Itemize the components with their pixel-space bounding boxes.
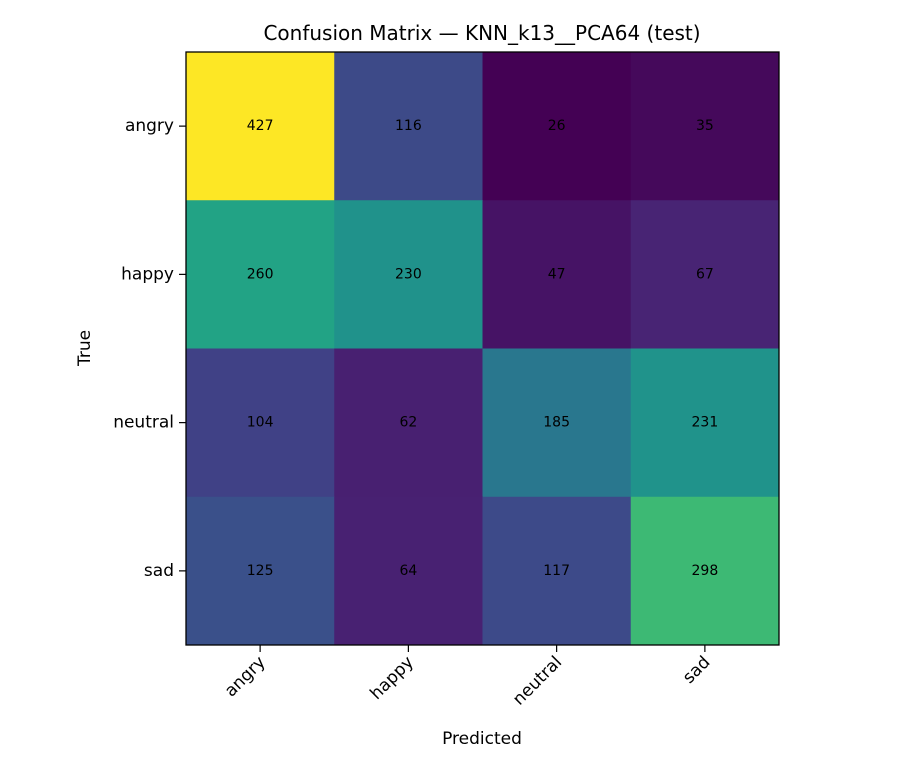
y-axis-label: True — [75, 330, 95, 367]
heatmap-cell — [482, 200, 632, 349]
x-tick-label: sad — [679, 652, 714, 687]
heatmap-cell — [482, 348, 632, 498]
heatmap-cell — [186, 496, 335, 646]
heatmap-cell — [630, 496, 780, 646]
heatmap-cell — [186, 348, 335, 498]
cell-value-label: 35 — [696, 118, 714, 134]
y-tick-label: happy — [121, 264, 174, 284]
heatmap-cell — [630, 348, 780, 498]
cell-value-label: 26 — [548, 118, 566, 134]
cell-value-label: 117 — [543, 563, 570, 579]
x-axis-label: Predicted — [442, 729, 522, 749]
cell-value-label: 62 — [399, 415, 417, 431]
cell-value-label: 125 — [247, 563, 274, 579]
heatmap-cell — [334, 200, 483, 349]
heatmap-cell — [630, 52, 780, 201]
x-tick-label: happy — [366, 652, 418, 704]
heatmap-cell — [482, 496, 632, 646]
cell-value-label: 47 — [548, 266, 566, 282]
heatmap-cell — [334, 496, 483, 646]
cell-value-label: 260 — [247, 266, 274, 282]
cell-value-label: 67 — [696, 266, 714, 282]
y-tick-label: neutral — [113, 413, 174, 433]
cell-value-labels: 427 116 26 35 260 230 47 67 104 62 185 231 125 64 117 2… — [247, 118, 718, 579]
heatmap-cells — [186, 52, 780, 646]
x-axis-ticks: angry happy neutral sad — [221, 645, 714, 710]
cell-value-label: 298 — [692, 563, 719, 579]
cell-value-label: 427 — [247, 118, 274, 134]
heatmap-cell — [186, 52, 335, 201]
y-tick-label: sad — [144, 561, 174, 581]
cell-value-label: 64 — [399, 563, 417, 579]
y-axis-ticks: angry happy neutral sad — [113, 116, 186, 581]
heatmap-cell — [482, 52, 632, 201]
plot-frame — [185, 51, 780, 646]
x-tick-label: angry — [221, 652, 270, 701]
cell-value-label: 231 — [692, 415, 719, 431]
cell-value-label: 104 — [247, 415, 274, 431]
cell-value-label: 230 — [395, 266, 422, 282]
chart-title: Confusion Matrix — KNN_k13__PCA64 (test) — [263, 21, 700, 45]
heatmap-cell — [334, 348, 483, 498]
heatmap-cell — [630, 200, 780, 349]
cell-value-label: 116 — [395, 118, 422, 134]
heatmap-cell — [186, 200, 335, 349]
x-tick-label: neutral — [509, 652, 566, 709]
y-tick-label: angry — [125, 116, 174, 136]
heatmap-cell — [334, 52, 483, 201]
cell-value-label: 185 — [543, 415, 570, 431]
